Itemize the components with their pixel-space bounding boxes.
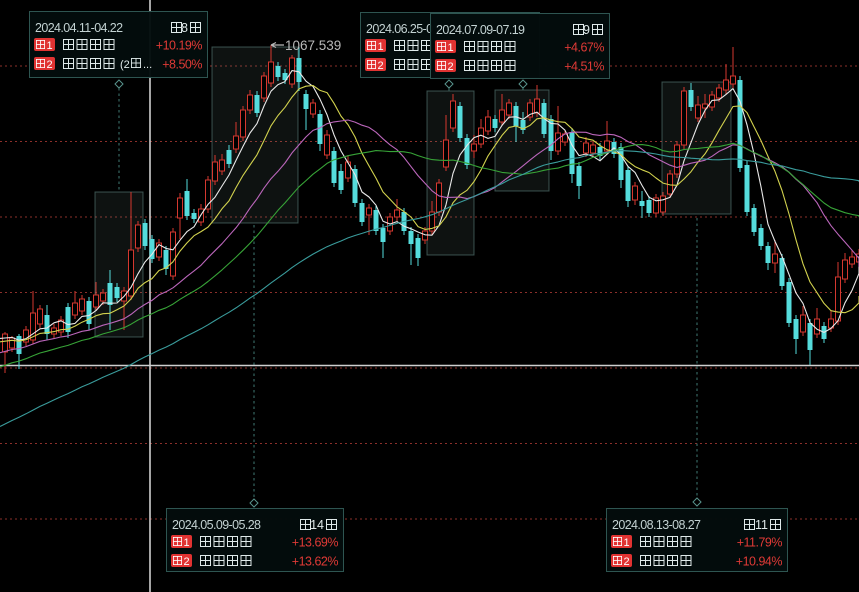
svg-text:1: 1 (624, 537, 630, 549)
svg-text:+11.79%: +11.79% (737, 536, 783, 550)
svg-text:+13.69%: +13.69% (292, 536, 339, 550)
svg-text:1: 1 (378, 41, 384, 53)
svg-text:2024.08.13-08.27: 2024.08.13-08.27 (612, 518, 701, 532)
svg-text:9: 9 (583, 23, 590, 37)
svg-text:1067.539: 1067.539 (285, 38, 341, 53)
svg-text:8: 8 (181, 21, 188, 35)
svg-text:(2: (2 (120, 59, 130, 71)
svg-text:+10.19%: +10.19% (156, 39, 203, 53)
svg-text:2: 2 (378, 60, 384, 72)
svg-text:14: 14 (310, 518, 324, 532)
svg-text:2: 2 (184, 556, 190, 568)
svg-text:2024.06.25-0: 2024.06.25-0 (366, 22, 433, 36)
svg-text:2: 2 (624, 556, 630, 568)
svg-text:2: 2 (448, 61, 454, 73)
svg-text:...: ... (143, 59, 152, 71)
svg-text:1: 1 (184, 537, 190, 549)
svg-text:11: 11 (755, 518, 768, 532)
svg-text:+4.67%: +4.67% (564, 41, 604, 55)
svg-text:+10.94%: +10.94% (736, 555, 783, 569)
svg-text:+4.51%: +4.51% (564, 60, 604, 74)
svg-text:1: 1 (47, 40, 53, 52)
svg-text:2024.05.09-05.28: 2024.05.09-05.28 (172, 518, 261, 532)
svg-text:2024.04.11-04.22: 2024.04.11-04.22 (35, 21, 123, 35)
svg-text:2024.07.09-07.19: 2024.07.09-07.19 (436, 23, 525, 37)
svg-text:2: 2 (47, 59, 53, 71)
svg-text:1: 1 (448, 42, 454, 54)
svg-text:+8.50%: +8.50% (162, 58, 202, 72)
svg-text:+13.62%: +13.62% (292, 555, 339, 569)
